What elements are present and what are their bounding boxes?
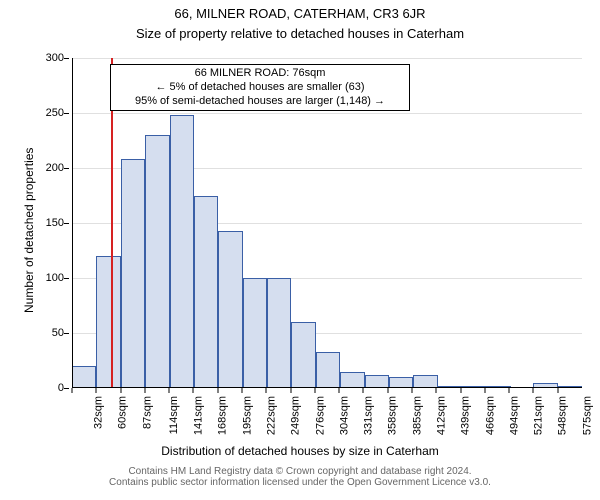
histogram-bar xyxy=(170,115,194,388)
x-tick-mark xyxy=(460,388,461,393)
x-axis-line xyxy=(72,387,582,388)
y-tick-label: 100 xyxy=(32,272,64,284)
x-tick-label: 358sqm xyxy=(387,396,399,435)
x-tick-label: 195sqm xyxy=(241,396,253,435)
histogram-bar xyxy=(145,135,169,388)
histogram-bar xyxy=(243,278,267,388)
y-tick-label: 50 xyxy=(32,327,64,339)
x-tick-label: 222sqm xyxy=(266,396,278,435)
y-tick-label: 200 xyxy=(32,162,64,174)
chart-subtitle: Size of property relative to detached ho… xyxy=(0,26,600,41)
histogram-bar xyxy=(340,372,364,389)
x-tick-label: 168sqm xyxy=(217,396,229,435)
x-tick-mark xyxy=(217,388,218,393)
x-tick-label: 575sqm xyxy=(581,396,593,435)
x-tick-mark xyxy=(509,388,510,393)
x-tick-mark xyxy=(72,388,73,393)
histogram-bar xyxy=(121,159,145,388)
x-tick-label: 60sqm xyxy=(117,396,129,429)
histogram-bar xyxy=(194,196,218,389)
x-tick-mark xyxy=(484,388,485,393)
x-tick-label: 521sqm xyxy=(533,396,545,435)
x-tick-label: 114sqm xyxy=(168,396,180,434)
y-tick-label: 250 xyxy=(32,107,64,119)
y-tick-label: 150 xyxy=(32,217,64,229)
chart-supertitle: 66, MILNER ROAD, CATERHAM, CR3 6JR xyxy=(0,6,600,21)
histogram-bar xyxy=(218,231,242,388)
x-tick-mark xyxy=(339,388,340,393)
histogram-bar xyxy=(72,366,96,388)
x-tick-mark xyxy=(96,388,97,393)
x-tick-mark xyxy=(120,388,121,393)
annotation-box: 66 MILNER ROAD: 76sqm ← 5% of detached h… xyxy=(110,64,410,111)
x-tick-mark xyxy=(436,388,437,393)
chart-container: 66, MILNER ROAD, CATERHAM, CR3 6JR Size … xyxy=(0,0,600,500)
x-tick-label: 439sqm xyxy=(460,396,472,435)
x-tick-mark xyxy=(557,388,558,393)
chart-footer: Contains HM Land Registry data © Crown c… xyxy=(0,466,600,488)
x-tick-label: 412sqm xyxy=(436,396,448,435)
histogram-bar xyxy=(267,278,291,388)
histogram-bar xyxy=(96,256,120,388)
x-tick-mark xyxy=(193,388,194,393)
x-tick-mark xyxy=(242,388,243,393)
x-tick-label: 249sqm xyxy=(290,396,302,435)
x-tick-label: 385sqm xyxy=(411,396,423,435)
footer-line2: Contains public sector information licen… xyxy=(0,477,600,488)
x-tick-mark xyxy=(412,388,413,393)
annotation-line2: ← 5% of detached houses are smaller (63) xyxy=(117,81,403,95)
x-tick-mark xyxy=(169,388,170,393)
x-tick-label: 548sqm xyxy=(557,396,569,435)
x-tick-label: 494sqm xyxy=(508,396,520,435)
x-tick-mark xyxy=(363,388,364,393)
x-tick-label: 32sqm xyxy=(93,396,105,429)
y-tick-label: 0 xyxy=(32,382,64,394)
x-axis-label: Distribution of detached houses by size … xyxy=(0,444,600,458)
histogram-bar xyxy=(291,322,315,388)
footer-line1: Contains HM Land Registry data © Crown c… xyxy=(0,466,600,477)
x-tick-mark xyxy=(290,388,291,393)
annotation-line3: 95% of semi-detached houses are larger (… xyxy=(117,95,403,109)
y-tick-label: 300 xyxy=(32,52,64,64)
x-tick-mark xyxy=(144,388,145,393)
annotation-line1: 66 MILNER ROAD: 76sqm xyxy=(117,67,403,81)
histogram-bar xyxy=(316,352,340,388)
x-tick-label: 141sqm xyxy=(193,396,205,435)
x-tick-mark xyxy=(387,388,388,393)
x-tick-label: 276sqm xyxy=(314,396,326,435)
x-tick-mark xyxy=(533,388,534,393)
x-tick-label: 466sqm xyxy=(484,396,496,435)
x-tick-label: 304sqm xyxy=(338,396,350,435)
x-tick-mark xyxy=(314,388,315,393)
x-tick-label: 87sqm xyxy=(141,396,153,429)
x-tick-mark xyxy=(266,388,267,393)
y-axis-line xyxy=(72,58,73,388)
x-tick-label: 331sqm xyxy=(363,396,375,435)
